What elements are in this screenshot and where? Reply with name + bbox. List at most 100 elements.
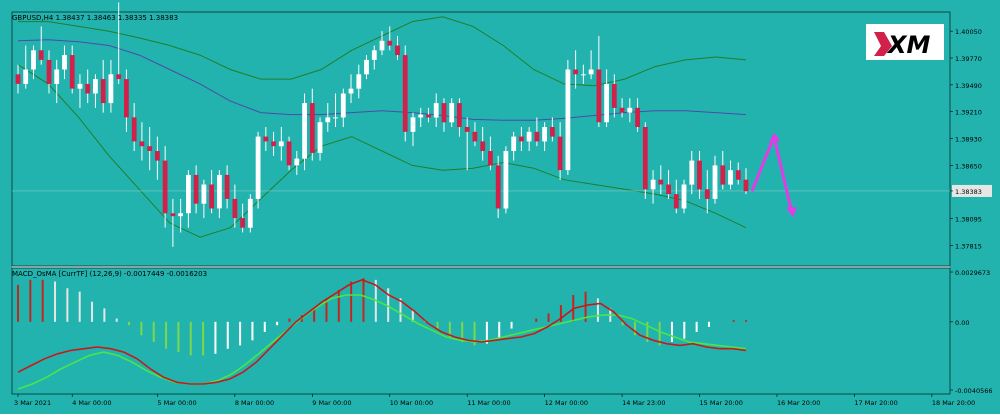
bear-candle bbox=[131, 117, 137, 142]
bear-candle bbox=[15, 74, 21, 84]
time-tick-label: 3 Mar 2021 bbox=[14, 399, 51, 407]
bear-candle bbox=[263, 136, 269, 142]
bull-candle bbox=[449, 103, 455, 123]
bear-candle bbox=[743, 179, 749, 192]
logo-text: XM bbox=[886, 31, 931, 59]
bull-candle bbox=[317, 122, 323, 153]
price-tick-label: 1.40050 bbox=[955, 28, 982, 36]
macd-signal-line bbox=[17, 294, 747, 390]
time-tick-label: 11 Mar 00:00 bbox=[467, 399, 510, 407]
bull-candle bbox=[31, 50, 36, 70]
bull-candle bbox=[255, 136, 261, 199]
bull-candle bbox=[54, 69, 60, 84]
bear-candle bbox=[170, 213, 176, 217]
bear-candle bbox=[271, 141, 276, 147]
bull-candle bbox=[201, 184, 207, 204]
bear-candle bbox=[488, 151, 493, 166]
bear-candle bbox=[666, 184, 671, 195]
bull-candle bbox=[186, 174, 191, 214]
bear-candle bbox=[550, 127, 555, 137]
bull-candle bbox=[627, 107, 633, 113]
bear-candle bbox=[426, 114, 431, 118]
bull-candle bbox=[333, 117, 338, 119]
bull-candle bbox=[433, 103, 439, 118]
bear-candle bbox=[519, 136, 524, 142]
bull-candle bbox=[681, 184, 687, 209]
time-tick-label: 8 Mar 00:00 bbox=[235, 399, 274, 407]
time-tick-label: 9 Mar 00:00 bbox=[312, 399, 351, 407]
current-price-tag bbox=[952, 184, 992, 197]
bull-candle bbox=[356, 74, 362, 89]
macd-pane-border bbox=[11, 267, 951, 395]
bull-candle bbox=[294, 158, 300, 166]
arrowhead-down bbox=[786, 207, 797, 218]
bear-candle bbox=[85, 83, 91, 94]
logo-red-mark bbox=[874, 32, 892, 56]
time-tick-label: 14 Mar 23:00 bbox=[622, 399, 665, 407]
bear-candle bbox=[38, 50, 44, 60]
bull-candle bbox=[379, 40, 385, 51]
current-price-label: 1.38383 bbox=[955, 188, 982, 196]
bear-candle bbox=[534, 131, 540, 142]
price-tick-label: 1.37815 bbox=[955, 242, 982, 250]
bull-candle bbox=[77, 83, 83, 89]
bear-candle bbox=[147, 146, 153, 151]
bull-candle bbox=[247, 198, 253, 228]
bear-candle bbox=[224, 174, 230, 199]
macd-pane: 0.0029673 0.00 -0.0040566 bbox=[17, 269, 993, 395]
bear-candle bbox=[387, 40, 393, 46]
price-tick-label: 1.38650 bbox=[955, 162, 982, 170]
bear-candle bbox=[395, 45, 400, 56]
bear-candle bbox=[573, 69, 578, 75]
time-tick-label: 10 Mar 00:00 bbox=[390, 399, 433, 407]
bull-candle bbox=[581, 74, 586, 76]
bear-candle bbox=[619, 107, 625, 113]
bear-candle bbox=[720, 165, 726, 185]
bull-candle bbox=[650, 179, 656, 190]
time-tick-label: 4 Mar 00:00 bbox=[72, 399, 111, 407]
bull-candle bbox=[93, 79, 98, 94]
bear-candle bbox=[735, 170, 741, 180]
bull-candle bbox=[511, 136, 517, 151]
bull-candle bbox=[62, 55, 67, 70]
macd-main-line bbox=[17, 279, 747, 385]
bear-candle bbox=[658, 179, 664, 185]
bull-candle bbox=[418, 114, 424, 118]
bull-candle bbox=[689, 160, 695, 185]
bull-candle bbox=[712, 165, 718, 199]
bear-candle bbox=[139, 141, 145, 147]
bull-candle bbox=[604, 83, 609, 123]
bear-candle bbox=[100, 79, 106, 104]
bear-candle bbox=[309, 103, 315, 153]
bull-candle bbox=[542, 127, 547, 142]
bear-candle bbox=[457, 103, 462, 128]
time-tick-label: 17 Mar 20:00 bbox=[854, 399, 897, 407]
price-tick-label: 1.39770 bbox=[955, 55, 982, 63]
symbol-header: GBPUSD,H4 1.38437 1.38463 1.38335 1.3838… bbox=[12, 14, 178, 22]
macd-tick-label: -0.0040566 bbox=[955, 387, 993, 395]
price-tick-label: 1.38930 bbox=[955, 136, 982, 144]
price-tick-label: 1.39210 bbox=[955, 109, 982, 117]
bull-candle bbox=[364, 59, 369, 75]
bear-candle bbox=[704, 189, 710, 199]
bull-candle bbox=[23, 69, 29, 84]
bear-candle bbox=[495, 165, 501, 209]
time-axis: 3 Mar 2021 4 Mar 00:00 5 Mar 00:00 8 Mar 00… bbox=[14, 394, 975, 407]
bear-candle bbox=[441, 103, 447, 123]
bear-candle bbox=[69, 55, 75, 89]
bollinger-bands bbox=[12, 16, 950, 238]
time-tick-label: 15 Mar 20:00 bbox=[700, 399, 743, 407]
price-tick-label: 1.39490 bbox=[955, 82, 982, 90]
bollinger-middle bbox=[17, 39, 747, 121]
bear-candle bbox=[402, 55, 408, 132]
bear-candle bbox=[673, 194, 679, 209]
bull-candle bbox=[217, 174, 222, 209]
bear-candle bbox=[46, 59, 52, 84]
xm-logo: XM bbox=[866, 24, 944, 60]
time-tick-label: 12 Mar 00:00 bbox=[545, 399, 588, 407]
bear-candle bbox=[193, 174, 199, 204]
bear-candle bbox=[480, 141, 486, 151]
bear-candle bbox=[286, 141, 292, 166]
